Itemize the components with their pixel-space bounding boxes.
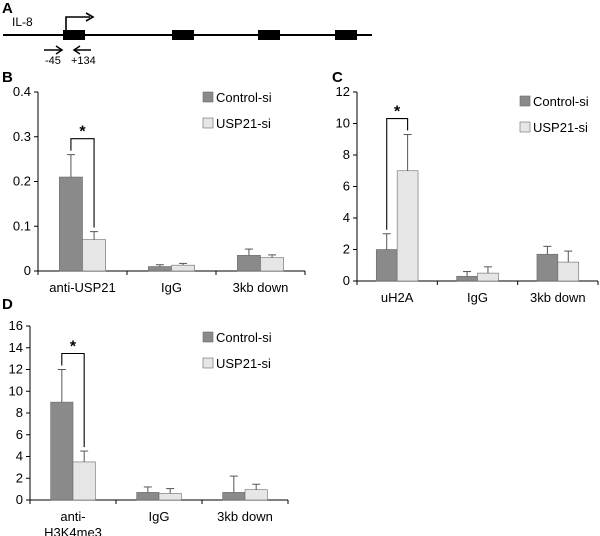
significance-star: * (70, 339, 77, 356)
chart-panel-d: D 0 2 4 6 8 10 12 14 16 anti-H3K4me3 IgG 3kb down * Co… (2, 296, 289, 536)
exon-4 (335, 30, 357, 40)
bar-usp21-si (72, 461, 96, 501)
chart-panel-c: C 0 2 4 6 8 10 12 uH2A IgG 3kb down * Control-si USP2… (332, 69, 599, 305)
y-tick-label: 4 (16, 449, 23, 464)
bar-usp21-si (82, 239, 106, 272)
category-label: uH2A (381, 290, 414, 305)
legend-swatch-usp21-si (202, 357, 214, 369)
primer-right-label: +134 (71, 55, 96, 67)
significance-star: * (79, 124, 86, 141)
category-label: 3kb down (233, 280, 289, 295)
y-tick-label: 6 (343, 179, 350, 194)
y-tick-label: 12 (336, 84, 350, 99)
gene-schematic: A IL-8 -45 +134 (2, 0, 372, 67)
category-label: 3kb down (217, 509, 273, 524)
bar-control-si (375, 249, 398, 282)
category-label: IgG (161, 280, 182, 295)
legend-label: Control-si (533, 94, 589, 109)
legend-label: Control-si (216, 330, 272, 345)
legend-swatch-control-si (202, 91, 214, 103)
category-label: anti-USP21 (49, 280, 115, 295)
legend-label: USP21-si (533, 120, 588, 135)
panel-label-d: D (2, 296, 13, 313)
bar-control-si (222, 492, 246, 501)
category-label: anti- (60, 509, 85, 524)
y-tick-label: 0.3 (13, 129, 31, 144)
significance-bracket (61, 352, 85, 448)
category-label: 3kb down (530, 290, 586, 305)
y-tick-label: 16 (9, 318, 23, 333)
primer-left-label: -45 (45, 55, 61, 67)
panel-label-c: C (332, 69, 343, 86)
category-label: H3K4me3 (44, 525, 102, 536)
bar-control-si (536, 253, 559, 282)
category-label: IgG (467, 290, 488, 305)
legend-swatch-usp21-si (519, 121, 531, 133)
significance-star: * (394, 104, 401, 121)
bar-usp21-si (158, 493, 182, 501)
y-tick-label: 0 (24, 263, 31, 278)
significance-bracket (386, 117, 409, 230)
chart-panel-b: B 0 0.1 0.2 0.3 0.4 anti-USP21 IgG 3kb down * Cont… (2, 69, 306, 295)
y-tick-label: 14 (9, 340, 23, 355)
exon-3 (258, 30, 280, 40)
y-tick-label: 8 (343, 147, 350, 162)
bar-control-si (136, 492, 160, 501)
bar-usp21-si (477, 272, 499, 282)
legend-swatch-usp21-si (202, 117, 214, 129)
panel-label-b: B (2, 69, 13, 86)
y-tick-label: 0 (343, 273, 350, 288)
legend-swatch-control-si (519, 95, 531, 107)
y-tick-label: 2 (16, 470, 23, 485)
y-tick-label: 2 (343, 242, 350, 257)
bar-usp21-si (557, 261, 580, 282)
y-tick-label: 0 (16, 492, 23, 507)
tss-arrow-icon (65, 16, 90, 30)
y-tick-label: 0.4 (13, 84, 31, 99)
exon-2 (172, 30, 194, 40)
category-label: IgG (149, 509, 170, 524)
bar-usp21-si (244, 489, 268, 501)
bar-usp21-si (171, 264, 195, 272)
primer-forward-arrow-icon (44, 45, 64, 55)
bar-control-si (456, 275, 478, 282)
bar-control-si (237, 255, 261, 272)
legend-label: USP21-si (216, 356, 271, 371)
y-tick-label: 8 (16, 405, 23, 420)
y-tick-label: 0.1 (13, 218, 31, 233)
y-tick-label: 10 (9, 383, 23, 398)
legend-label: USP21-si (216, 116, 271, 131)
bar-control-si (50, 401, 74, 501)
exon-1 (63, 30, 85, 40)
y-tick-label: 10 (336, 116, 350, 131)
bar-control-si (59, 176, 83, 272)
significance-bracket (70, 138, 95, 228)
legend-label: Control-si (216, 90, 272, 105)
bar-usp21-si (260, 257, 284, 272)
y-tick-label: 0.2 (13, 174, 31, 189)
y-tick-label: 12 (9, 362, 23, 377)
tss-arrowhead-icon (85, 12, 95, 22)
legend-swatch-control-si (202, 331, 214, 343)
y-tick-label: 6 (16, 427, 23, 442)
bar-usp21-si (396, 170, 419, 282)
bar-control-si (148, 266, 172, 272)
y-tick-label: 4 (343, 210, 350, 225)
primer-reverse-arrow-icon (72, 45, 91, 55)
gene-label: IL-8 (12, 15, 33, 29)
panel-label-a: A (2, 0, 13, 17)
